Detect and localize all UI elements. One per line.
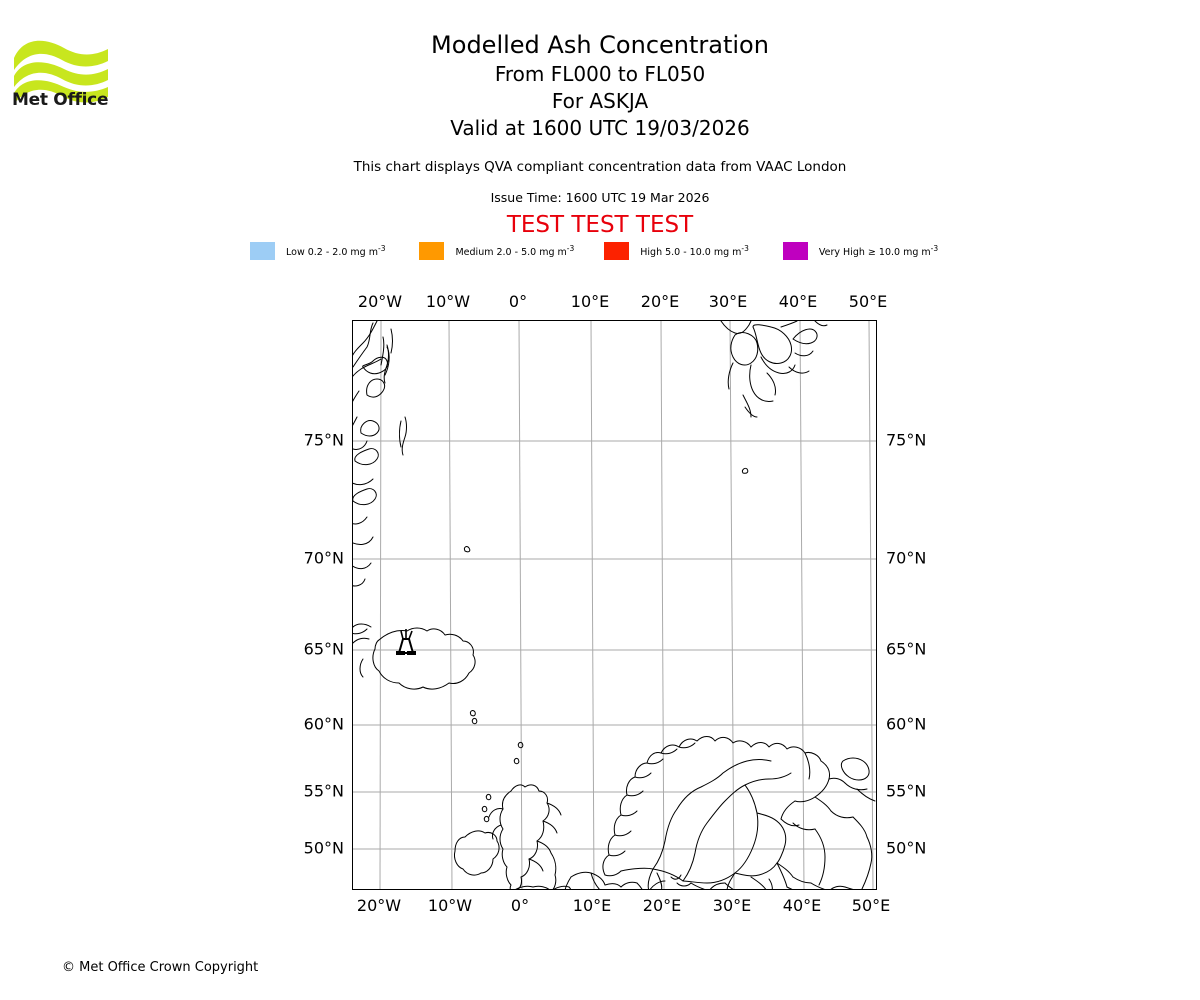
legend-swatch-very-high [782,242,808,260]
volcano-name: For ASKJA [551,89,649,113]
lon-label-top-0: 20°W [357,292,403,311]
legend-medium: Medium 2.0 - 5.0 mg m-3 [419,242,574,260]
legend-swatch-high [604,242,630,260]
legend-low: Low 0.2 - 2.0 mg m-3 [250,242,385,260]
lon-label-top-5: 30°E [708,292,748,311]
met-office-wordmark: Met Office [12,90,109,110]
lat-label-right-1: 70°N [886,548,927,568]
lon-label-bottom-2: 0° [510,896,530,915]
lon-label-bottom-7: 50°E [851,896,891,915]
ash-concentration-map [352,320,877,890]
lon-label-bottom-5: 30°E [712,896,752,915]
lat-label-left-5: 50°N [303,838,344,858]
map-gridlines [353,321,876,889]
map-coastlines [353,321,876,889]
lat-label-right-0: 75°N [886,430,927,450]
flight-level-range: From FL000 to FL050 [494,62,706,86]
met-office-wave-mark [14,40,108,104]
legend-label-very-high: Very High ≥ 10.0 mg m-3 [818,243,939,259]
valid-time: Valid at 1600 UTC 19/03/2026 [450,116,750,140]
test-banner: TEST TEST TEST [506,212,694,238]
legend-very-high: Very High ≥ 10.0 mg m-3 [782,242,939,260]
lon-label-top-6: 40°E [778,292,818,311]
lat-label-right-4: 55°N [886,781,927,801]
lon-label-top-2: 0° [508,292,528,311]
chart-header: Modelled Ash Concentration From FL000 to… [0,0,1200,239]
lat-label-right-5: 50°N [886,838,927,858]
legend-label-low: Low 0.2 - 2.0 mg m-3 [286,243,386,259]
concentration-legend: Low 0.2 - 2.0 mg m-3 Medium 2.0 - 5.0 mg… [250,242,990,260]
map-frame [352,320,877,890]
legend-label-medium: Medium 2.0 - 5.0 mg m-3 [455,243,575,259]
lon-label-top-1: 10°W [425,292,471,311]
legend-swatch-low [250,242,275,260]
qva-note: This chart displays QVA compliant concen… [353,159,847,175]
lon-label-bottom-4: 20°E [642,896,682,915]
legend-swatch-medium [419,242,445,260]
lon-label-top-7: 50°E [848,292,888,311]
lon-label-top-3: 10°E [570,292,610,311]
lat-label-right-2: 65°N [886,639,927,659]
lat-label-left-0: 75°N [303,430,344,450]
lon-label-top-4: 20°E [640,292,680,311]
lat-label-left-3: 60°N [303,714,344,734]
askja-volcano-marker[interactable] [396,629,416,655]
lat-label-left-4: 55°N [303,781,344,801]
lon-label-bottom-3: 10°E [572,896,612,915]
legend-high: High 5.0 - 10.0 mg m-3 [604,242,749,260]
page-title: Modelled Ash Concentration [431,31,769,59]
copyright-notice: © Met Office Crown Copyright [62,960,259,975]
met-office-logo [12,28,112,113]
lat-label-right-3: 60°N [886,714,927,734]
issue-time: Issue Time: 1600 UTC 19 Mar 2026 [490,190,710,205]
lon-label-bottom-0: 20°W [356,896,402,915]
lat-label-left-2: 65°N [303,639,344,659]
lat-label-left-1: 70°N [303,548,344,568]
lon-label-bottom-6: 40°E [782,896,822,915]
legend-label-high: High 5.0 - 10.0 mg m-3 [640,243,749,259]
lon-label-bottom-1: 10°W [427,896,473,915]
